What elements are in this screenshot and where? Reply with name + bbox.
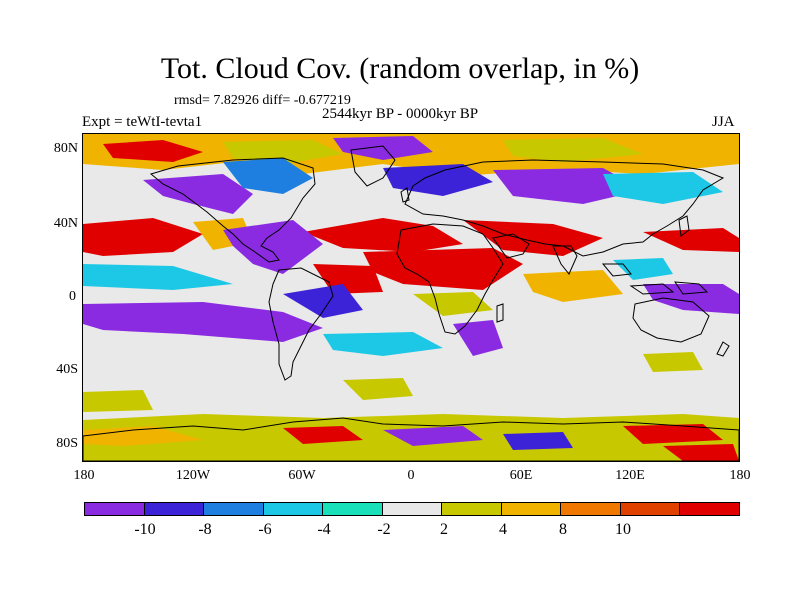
anomaly-region [523, 270, 623, 302]
colorbar [84, 502, 740, 516]
anomaly-region [463, 220, 603, 256]
coastline [268, 267, 334, 381]
colorbar-label: 2 [440, 521, 448, 538]
colorbar-label: -8 [198, 521, 212, 538]
coastline [601, 263, 632, 277]
anomaly-region [643, 284, 739, 314]
coastline [396, 223, 504, 335]
y-axis-label: 80N [53, 141, 78, 156]
x-axis-label: 120E [615, 468, 645, 483]
coastline [350, 145, 396, 187]
colorbar-cell [85, 503, 145, 515]
anomaly-region [283, 426, 363, 444]
season-label: JJA [712, 114, 735, 130]
anomaly-region [603, 172, 723, 204]
anomaly-region [223, 220, 323, 274]
anomaly-region [383, 164, 493, 196]
colorbar-label: -2 [377, 521, 391, 538]
colorbar-label: 8 [559, 521, 567, 538]
colorbar-label: 10 [615, 521, 631, 538]
anomaly-region [503, 138, 643, 162]
colorbar-cell [501, 503, 562, 515]
colorbar-cell [323, 503, 383, 515]
anomaly-region [343, 378, 413, 400]
colorbar-cell [680, 503, 740, 515]
coastline [552, 245, 578, 275]
colorbar-label: 4 [499, 521, 507, 538]
anomaly-region [143, 174, 253, 214]
rmsd-diff-stats: rmsd= 7.82926 diff= -0.677219 [174, 93, 351, 108]
cloud-cover-anomaly-map [82, 133, 740, 462]
anomaly-region [333, 136, 433, 160]
x-axis-label: 0 [407, 468, 415, 483]
anomaly-region [663, 444, 739, 461]
plot-title: Tot. Cloud Cov. (random overlap, in %) [160, 52, 640, 85]
coastline [632, 297, 710, 343]
coastline [400, 187, 410, 203]
anomaly-region [643, 352, 703, 372]
colorbar-cell [561, 503, 621, 515]
coastline [678, 215, 690, 237]
anomaly-region [503, 432, 573, 450]
y-axis-label: 80S [56, 436, 78, 451]
anomaly-region [383, 426, 483, 446]
anomaly-region [83, 426, 203, 446]
coastline [492, 233, 530, 259]
anomaly-region [303, 218, 463, 252]
colorbar-cell [442, 503, 502, 515]
y-axis-label: 40S [56, 362, 78, 377]
y-axis-label: 0 [69, 289, 76, 304]
coastline [716, 341, 730, 357]
colorbar-label: -4 [317, 521, 331, 538]
anomaly-region [453, 320, 503, 356]
colorbar-cell [263, 503, 324, 515]
experiment-label: Expt = teWtI-tevta1 [82, 114, 203, 130]
anomaly-region [413, 292, 493, 316]
coastline [404, 159, 725, 257]
coastlines [83, 145, 739, 461]
anomaly-region [363, 248, 523, 290]
anomaly-region [223, 140, 343, 164]
x-axis-label: 180 [729, 468, 751, 483]
coastline [674, 281, 709, 295]
colorbar-cell [620, 503, 681, 515]
anomaly-region [103, 140, 203, 162]
anomaly-region [643, 228, 739, 252]
x-axis-label: 180 [73, 468, 95, 483]
colorbar-cell [144, 503, 205, 515]
anomaly-region [623, 424, 723, 444]
coastline [629, 283, 675, 295]
anomaly-region [83, 302, 323, 342]
coastline [496, 303, 504, 323]
colorbar-cell [382, 503, 443, 515]
time-period-label: 2544kyr BP - 0000kyr BP [322, 106, 479, 122]
coastline [149, 157, 316, 263]
anomaly-region [223, 158, 313, 194]
colorbar-label: -10 [134, 521, 156, 538]
coastline [83, 417, 739, 461]
colorbar-cell [204, 503, 264, 515]
y-axis-label: 40N [53, 216, 78, 231]
anomaly-region [83, 218, 203, 256]
anomaly-region [323, 332, 443, 356]
colorbar-label: -6 [258, 521, 272, 538]
x-axis-label: 60W [288, 468, 316, 483]
anomaly-region [83, 390, 153, 412]
anomaly-region [283, 284, 363, 318]
x-axis-label: 120W [175, 468, 211, 483]
x-axis-label: 60E [509, 468, 533, 483]
anomaly-region [83, 264, 233, 290]
